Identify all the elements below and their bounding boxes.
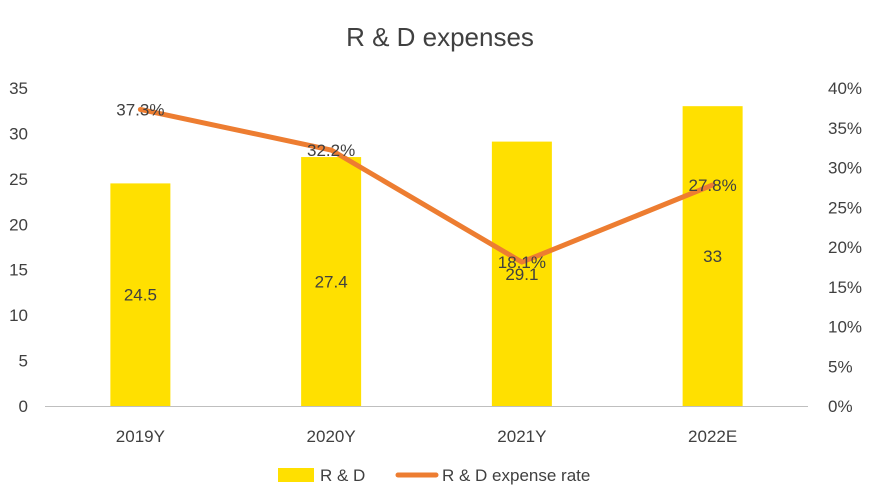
- y-left-tick-label: 30: [9, 124, 28, 143]
- x-tick-label: 2019Y: [116, 427, 165, 446]
- y-left-tick-label: 10: [9, 306, 28, 325]
- y-right-tick-label: 30%: [828, 159, 862, 178]
- y-right-tick-label: 15%: [828, 278, 862, 297]
- y-left-tick-label: 15: [9, 261, 28, 280]
- line-data-label: 37.3%: [116, 100, 164, 119]
- line-data-label: 32.2%: [307, 141, 355, 160]
- x-tick-label: 2022E: [688, 427, 737, 446]
- legend-line-label: R & D expense rate: [442, 466, 590, 485]
- y-left-tick-label: 0: [19, 397, 28, 416]
- bar-data-label: 24.5: [124, 286, 157, 305]
- y-left-tick-label: 35: [9, 79, 28, 98]
- bar-data-label: 29.1: [505, 265, 538, 284]
- line-series: [137, 106, 716, 265]
- y-right-tick-label: 35%: [828, 119, 862, 138]
- y-right-tick-label: 10%: [828, 318, 862, 337]
- y-right-tick-label: 40%: [828, 79, 862, 98]
- bar: [301, 157, 362, 406]
- x-tick-label: 2021Y: [497, 427, 546, 446]
- x-tick-label: 2020Y: [307, 427, 356, 446]
- chart-title: R & D expenses: [346, 22, 534, 52]
- line-data-label: 27.8%: [689, 176, 737, 195]
- bar: [110, 183, 171, 406]
- line-data-label: 18.1%: [498, 253, 546, 272]
- y-right-tick-label: 0%: [828, 397, 853, 416]
- y-left-tick-label: 5: [19, 352, 28, 371]
- bar: [682, 106, 743, 407]
- bar-data-label: 33: [703, 247, 722, 266]
- y-right-tick-label: 25%: [828, 198, 862, 217]
- legend-bar-swatch: [278, 468, 314, 482]
- y-right-tick-label: 5%: [828, 357, 853, 376]
- y-right-tick-label: 20%: [828, 238, 862, 257]
- y-left-tick-label: 25: [9, 170, 28, 189]
- bar: [491, 141, 552, 406]
- bar-data-label: 27.4: [315, 273, 348, 292]
- legend-bar-label: R & D: [320, 466, 365, 485]
- y-left-tick-label: 20: [9, 215, 28, 234]
